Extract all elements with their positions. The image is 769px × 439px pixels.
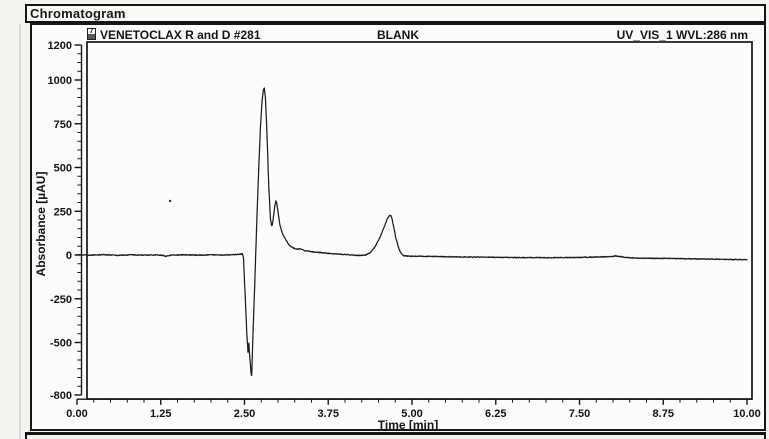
y-tick-label: -800 xyxy=(50,390,72,402)
chromatogram-plot: 1200 1000 750 500 250 0 -250 -500 -800 0.00 1.25 2.… xyxy=(34,40,761,429)
signal-box-icon: 7 xyxy=(87,28,96,40)
x-tick-label: 3.75 xyxy=(318,408,339,420)
x-axis-title: Time [min] xyxy=(378,418,438,429)
section-title: Chromatogram xyxy=(30,6,126,21)
sample-type-label: BLANK xyxy=(377,28,419,42)
y-axis-title: Absorbance [µAU] xyxy=(34,172,48,277)
x-tick-label: 7.50 xyxy=(569,408,590,420)
next-section-top-edge xyxy=(25,432,766,439)
y-tick-label: 750 xyxy=(54,119,72,131)
y-tick-label: 1000 xyxy=(48,75,72,87)
scan-speck xyxy=(168,199,172,203)
plot-frame xyxy=(86,41,753,400)
channel-wavelength-label: UV_VIS_1 WVL:286 nm xyxy=(616,28,748,42)
y-tick-label: 500 xyxy=(54,163,72,175)
x-tick-label: 10.00 xyxy=(733,408,761,420)
x-tick-label: 0.00 xyxy=(66,408,87,420)
x-tick-label: 2.50 xyxy=(234,408,255,420)
signal-icon-glyph: 7 xyxy=(89,28,94,35)
scan-edge-artifact xyxy=(19,24,21,439)
section-header-chromatogram: Chromatogram xyxy=(25,4,766,23)
injection-name-label: VENETOCLAX R and D #281 xyxy=(100,28,261,42)
y-tick-label: -250 xyxy=(50,294,72,306)
x-tick-label: 5.00 xyxy=(401,408,422,420)
x-tick-label: 6.25 xyxy=(485,408,506,420)
x-tick-label: 1.25 xyxy=(150,408,171,420)
y-tick-label: 1200 xyxy=(48,40,72,52)
y-tick-label: 0 xyxy=(66,250,72,262)
x-tick-label: 8.75 xyxy=(653,408,674,420)
chromatogram-trace xyxy=(76,87,748,377)
y-tick-label: 250 xyxy=(54,206,72,218)
chromatogram-panel: 7 VENETOCLAX R and D #281 BLANK UV_VIS_1… xyxy=(30,23,766,431)
y-tick-label: -500 xyxy=(50,338,72,350)
